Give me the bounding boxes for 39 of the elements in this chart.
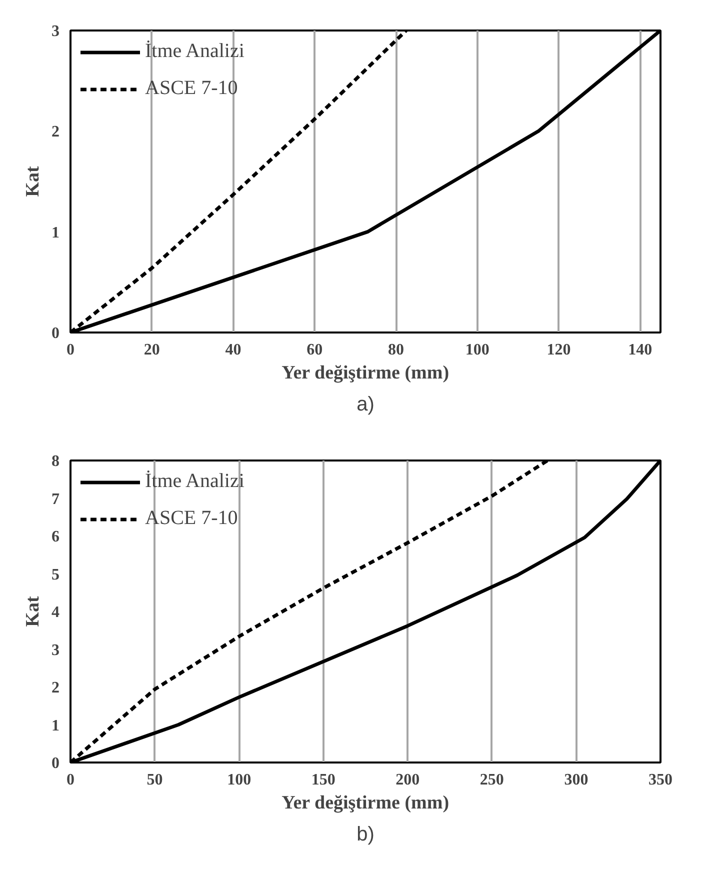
x-tick-label: 300 <box>564 772 588 788</box>
x-tick-label: 0 <box>66 342 74 358</box>
x-tick-label: 50 <box>146 772 163 788</box>
x-tick-label: 100 <box>465 342 490 358</box>
y-tick-label: 0 <box>52 755 60 772</box>
y-tick-label: 7 <box>52 490 60 508</box>
y-tick-label: 2 <box>52 124 60 141</box>
y-tick-label: 4 <box>52 604 60 621</box>
x-tick-label: 100 <box>227 772 252 788</box>
y-tick-label: 8 <box>52 453 60 470</box>
y-tick-label: 3 <box>52 642 60 659</box>
x-tick-label: 140 <box>628 342 652 358</box>
x-tick-label: 250 <box>480 772 504 788</box>
y-tick-label: 1 <box>52 717 60 734</box>
x-axis-title: Yer değiştirme (mm) <box>282 792 450 814</box>
x-tick-label: 20 <box>144 342 160 358</box>
legend-label: İtme Analizi <box>145 470 244 493</box>
x-tick-label: 0 <box>66 772 74 788</box>
x-axis-title: Yer değiştirme (mm) <box>282 362 450 384</box>
x-tick-label: 80 <box>388 342 404 358</box>
x-tick-label: 40 <box>225 342 242 358</box>
text: a) <box>356 394 374 416</box>
x-tick-label: 150 <box>311 772 336 788</box>
text: b) <box>356 824 374 846</box>
y-axis-title: Kat <box>22 166 44 197</box>
legend-label: İtme Analizi <box>145 40 244 63</box>
y-tick-label: 1 <box>52 224 60 242</box>
x-tick-label: 200 <box>396 772 420 788</box>
legend-label: ASCE 7-10 <box>145 507 238 530</box>
y-tick-label: 3 <box>52 23 60 40</box>
y-tick-label: 6 <box>52 528 60 546</box>
y-tick-label: 0 <box>52 325 60 342</box>
y-tick-label: 5 <box>52 566 60 584</box>
y-tick-label: 2 <box>52 680 60 696</box>
y-axis-title: Kat <box>22 596 44 627</box>
x-tick-label: 350 <box>648 772 672 788</box>
x-tick-label: 120 <box>546 342 571 358</box>
x-tick-label: 60 <box>306 342 323 358</box>
legend-label: ASCE 7-10 <box>145 77 238 100</box>
